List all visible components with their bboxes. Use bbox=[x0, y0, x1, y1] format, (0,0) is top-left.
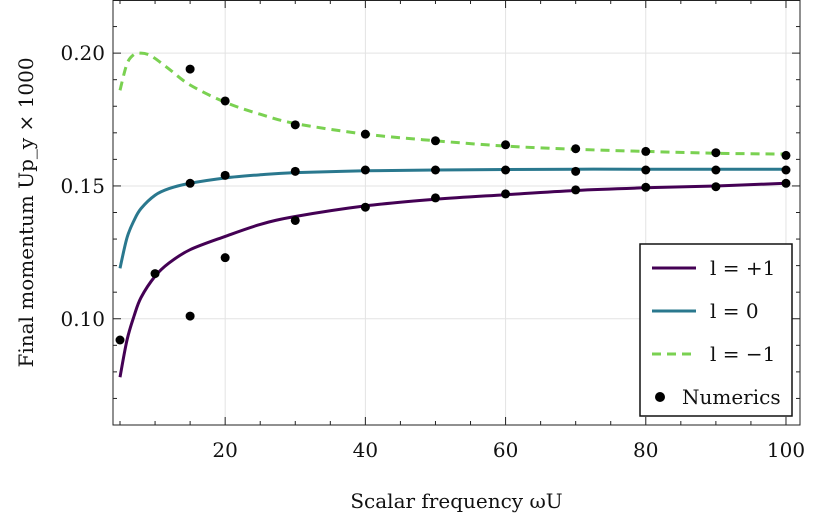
grid bbox=[113, 0, 800, 425]
legend-label-2: l = 0 bbox=[710, 299, 759, 323]
series-line-2 bbox=[118, 167, 786, 269]
legend-box bbox=[639, 243, 793, 417]
legend-label-3: l = −1 bbox=[710, 342, 775, 366]
numerics-point bbox=[220, 253, 230, 263]
numerics-point bbox=[185, 64, 195, 74]
numerics-point bbox=[360, 202, 370, 212]
legend: l = +1 l = 0 l = −1 Numerics bbox=[639, 243, 793, 417]
y-axis-label: Final momentum Up_y × 1000 bbox=[14, 57, 38, 367]
numerics-point bbox=[360, 129, 370, 139]
x-tick-label: 60 bbox=[493, 438, 518, 462]
numerics-point bbox=[641, 182, 651, 192]
numerics-point bbox=[220, 170, 230, 180]
legend-items: l = +1 l = 0 l = −1 Numerics bbox=[652, 256, 781, 409]
numerics-point bbox=[430, 165, 440, 175]
numerics-point bbox=[501, 140, 511, 150]
numerics-point bbox=[501, 189, 511, 199]
numerics-point bbox=[185, 178, 195, 188]
y-tick-label: 0.15 bbox=[60, 174, 105, 198]
numerics-point bbox=[571, 185, 581, 195]
numerics-point bbox=[360, 165, 370, 175]
x-tick-label: 80 bbox=[633, 438, 658, 462]
y-tick-label: 0.10 bbox=[60, 307, 105, 331]
numerics-point bbox=[430, 136, 440, 146]
x-tick-label: 40 bbox=[353, 438, 378, 462]
series-layer bbox=[115, 51, 791, 378]
numerics-point bbox=[290, 166, 300, 176]
numerics-point bbox=[290, 120, 300, 130]
series-line-3 bbox=[118, 51, 786, 156]
x-tick-label: 100 bbox=[767, 438, 805, 462]
numerics-point bbox=[711, 182, 721, 192]
legend-marker-numerics bbox=[655, 392, 665, 402]
legend-label-1: l = +1 bbox=[710, 256, 775, 280]
numerics-point bbox=[115, 335, 125, 345]
series-line-1 bbox=[118, 181, 787, 378]
numerics-point bbox=[220, 96, 230, 106]
numerics-point bbox=[641, 165, 651, 175]
numerics-point bbox=[150, 269, 160, 279]
numerics-point bbox=[641, 146, 651, 156]
numerics-point bbox=[711, 165, 721, 175]
numerics-point bbox=[571, 144, 581, 154]
numerics-point bbox=[781, 165, 791, 175]
numerics-point bbox=[430, 193, 440, 203]
numerics-point bbox=[711, 148, 721, 158]
numerics-point bbox=[290, 215, 300, 225]
legend-label-4: Numerics bbox=[682, 385, 781, 409]
numerics-point bbox=[501, 165, 511, 175]
numerics-point bbox=[781, 150, 791, 160]
x-axis-label: Scalar frequency ωU bbox=[350, 489, 562, 513]
numerics-point bbox=[781, 178, 791, 188]
numerics-point bbox=[571, 166, 581, 176]
numerics-point bbox=[185, 311, 195, 321]
y-tick-label: 0.20 bbox=[60, 41, 105, 65]
x-tick-label: 20 bbox=[212, 438, 237, 462]
ticks: 20 40 60 80 100 0.10 0.15 0.20 bbox=[60, 0, 805, 462]
